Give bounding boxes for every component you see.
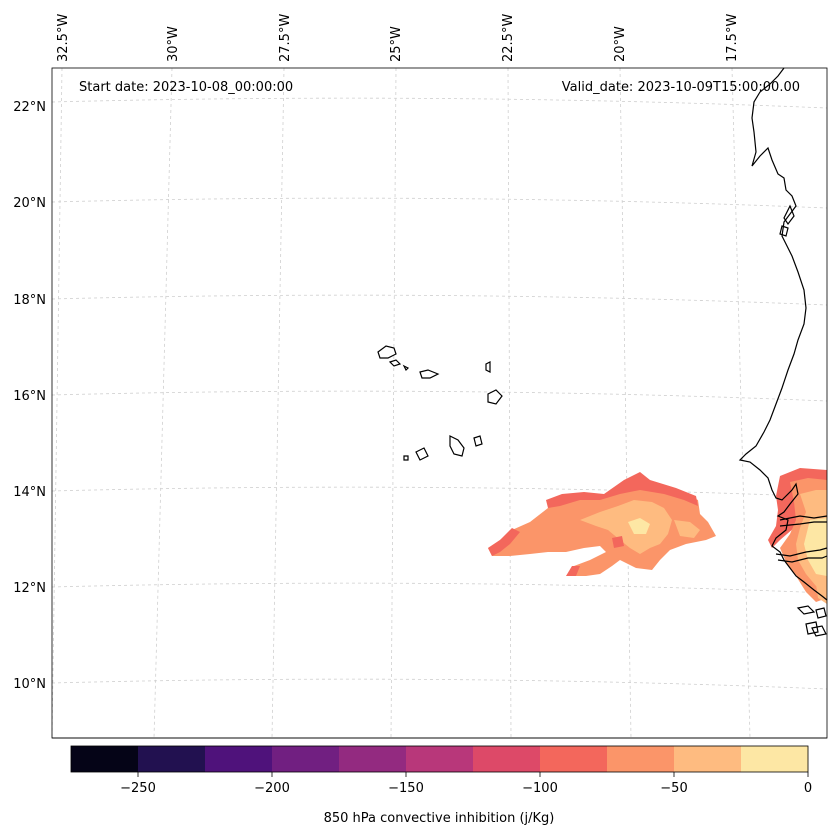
- valid-date-label: Valid_date: 2023-10-09T15:00:00.00: [562, 80, 800, 95]
- colorbar-bin: [540, 746, 608, 772]
- lon-label: 27.5°W: [278, 14, 293, 62]
- cape-verde-islands: [377, 345, 503, 461]
- colorbar-tick-label: −200: [254, 781, 290, 796]
- cin-contours: [488, 468, 827, 604]
- lon-label: 20°W: [613, 26, 628, 62]
- colorbar-tick-label: −250: [120, 781, 156, 796]
- lon-label: 17.5°W: [725, 14, 740, 62]
- lat-label: 14°N: [13, 485, 46, 500]
- lon-label: 22.5°W: [501, 14, 516, 62]
- colorbar-border: [70, 745, 809, 773]
- lon-label: 32.5°W: [56, 14, 71, 62]
- colorbar-bin: [741, 746, 809, 772]
- lon-label: 30°W: [166, 26, 181, 62]
- lat-label: 12°N: [13, 581, 46, 596]
- colorbar-label: 850 hPa convective inhibition (j/Kg): [324, 811, 555, 826]
- lat-label: 16°N: [13, 389, 46, 404]
- colorbar-bin: [607, 746, 675, 772]
- colorbar-bin: [71, 746, 139, 772]
- lon-label: 25°W: [389, 26, 404, 62]
- lat-label: 22°N: [13, 100, 46, 115]
- colorbar-bin: [473, 746, 541, 772]
- colorbar-bin: [339, 746, 407, 772]
- colorbar-tick-label: −100: [522, 781, 558, 796]
- coastlines: [738, 67, 828, 637]
- colorbar-tick-label: −50: [660, 781, 687, 796]
- lat-label: 10°N: [13, 677, 46, 692]
- longitude-labels: 32.5°W 30°W 27.5°W 25°W 22.5°W 20°W 17.5…: [56, 14, 740, 62]
- start-date-label: Start date: 2023-10-08_00:00:00: [79, 80, 293, 95]
- colorbar: −250 −200 −150 −100 −50 0: [70, 745, 812, 796]
- colorbar-bin: [138, 746, 206, 772]
- latitude-labels: 22°N 20°N 18°N 16°N 14°N 12°N 10°N: [13, 100, 46, 692]
- colorbar-bin: [205, 746, 273, 772]
- colorbar-tick-label: 0: [804, 781, 812, 796]
- colorbar-bin: [272, 746, 340, 772]
- lat-label: 18°N: [13, 293, 46, 308]
- lat-label: 20°N: [13, 196, 46, 211]
- map-frame: [52, 68, 827, 738]
- colorbar-tick-label: −150: [388, 781, 424, 796]
- gridlines: [51, 67, 828, 739]
- colorbar-bin: [674, 746, 742, 772]
- colorbar-bin: [406, 746, 474, 772]
